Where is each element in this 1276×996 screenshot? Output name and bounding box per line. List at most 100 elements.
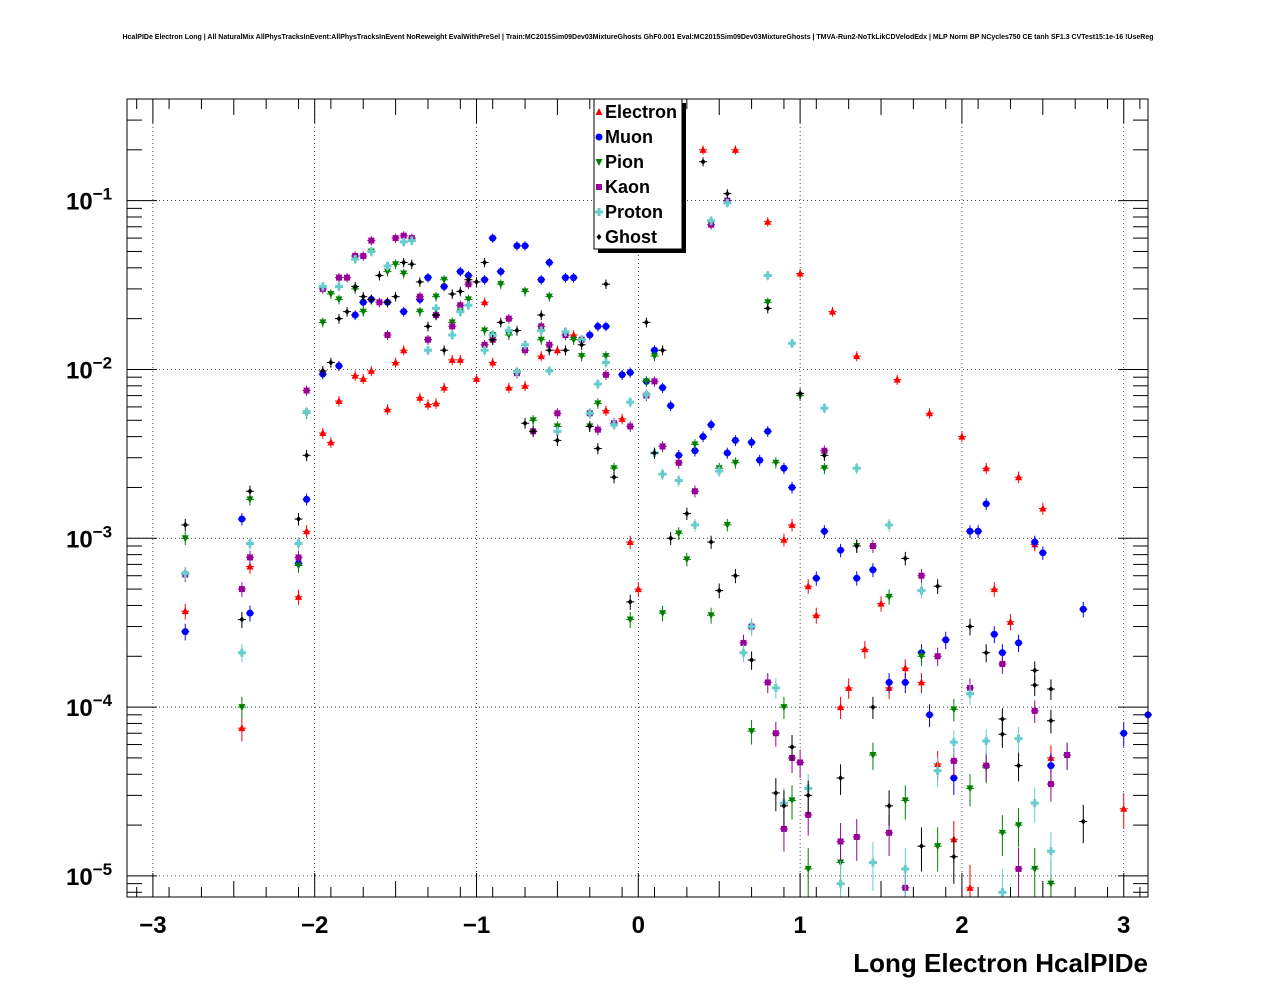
data-point [723,198,732,207]
data-point [700,158,706,165]
data-point [336,315,342,322]
data-point [1064,752,1071,759]
data-point [440,283,448,291]
data-point [385,299,391,306]
data-point [295,554,302,561]
data-point [554,410,561,417]
data-point [691,488,698,495]
data-point [1032,667,1038,674]
data-point [368,237,375,244]
data-point [886,829,893,836]
axis-ticks [127,98,1148,897]
data-point [684,510,690,517]
data-point [303,387,310,394]
data-point [595,445,601,452]
data-point [505,383,513,391]
data-point [611,474,617,481]
data-point [537,336,545,344]
data-point [731,145,739,153]
data-point [1031,707,1038,714]
data-point [789,744,795,751]
data-point [181,628,189,636]
data-point [1030,799,1039,808]
data-point [594,400,602,408]
data-point [902,555,908,562]
legend-marker-pion [595,159,603,166]
data-point [796,269,804,277]
data-point [1015,639,1023,647]
data-point [335,274,342,281]
data-point [505,315,512,322]
data-point [797,390,803,397]
data-point [602,322,610,330]
data-point [593,380,602,389]
data-point [570,274,578,282]
data-point [756,456,764,464]
data-point [578,353,586,361]
data-points [181,145,1152,897]
data-point [934,843,942,851]
x-tick-label: 2 [955,912,968,939]
data-point [707,421,715,429]
data-point [610,465,618,473]
data-point [359,308,367,316]
data-point [440,383,448,391]
data-point [707,612,715,620]
data-point [359,298,367,306]
data-point [530,428,536,435]
data-point [731,459,739,467]
data-point [399,237,408,246]
data-point [838,775,844,782]
data-point [966,689,975,698]
data-point [246,554,253,561]
data-point [553,346,561,354]
data-point [950,706,958,714]
data-point [238,704,246,712]
data-point [497,268,505,276]
data-point [820,465,828,473]
data-point [966,785,974,793]
data-point [618,414,626,422]
data-point [1006,617,1014,625]
data-point [651,378,658,385]
data-point [772,459,780,467]
data-point [820,527,828,535]
data-point [327,438,335,446]
data-point [474,278,480,285]
data-point [1032,682,1038,689]
data-point [949,738,958,747]
data-point [473,374,481,382]
data-point [376,272,382,279]
data-point [901,664,909,672]
data-point [660,347,666,354]
data-point [828,307,836,315]
data-point [917,586,926,595]
data-point [449,323,456,330]
data-point [716,587,722,594]
data-point [748,438,756,446]
data-point [367,247,376,256]
data-point [901,864,910,873]
data-point [245,539,254,548]
data-point [513,242,521,250]
data-point [238,724,246,732]
data-point [360,252,367,259]
data-point [400,308,408,316]
data-point [602,371,609,378]
data-point [425,323,431,330]
data-point [765,305,771,312]
data-point [423,346,432,355]
data-point [658,470,667,479]
data-point [417,278,423,285]
data-point [982,736,991,745]
data-point [1047,880,1055,888]
data-point [877,599,885,607]
data-point [739,648,748,657]
data-point [1014,734,1023,743]
data-point [392,261,400,269]
data-point [335,397,343,405]
data-point [998,649,1006,657]
data-point [448,355,456,363]
data-point [238,515,246,523]
data-point [966,527,974,535]
